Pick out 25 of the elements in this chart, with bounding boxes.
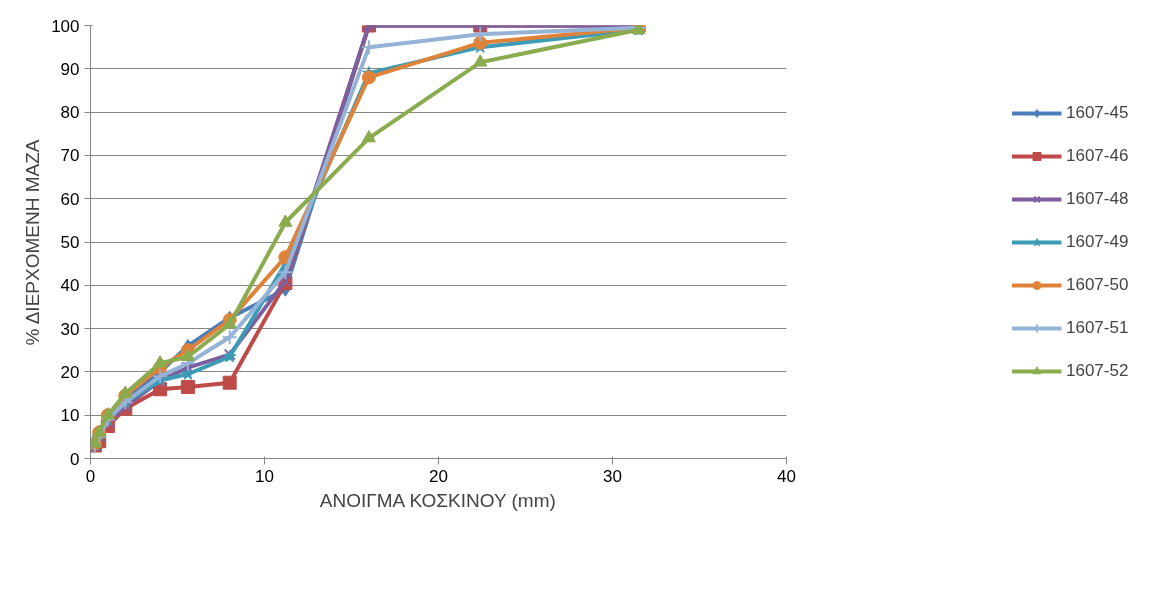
- y-tick-label: 40: [60, 276, 80, 296]
- y-tick-label: 60: [60, 189, 80, 209]
- legend-label: 1607-46: [1066, 145, 1130, 166]
- y-tick-label: 100: [51, 16, 80, 36]
- legend-label: 1607-50: [1066, 274, 1130, 295]
- x-axis-title: ΑΝΟΙΓΜΑ ΚΟΣΚΙΝΟΥ (mm): [319, 489, 556, 511]
- x-tick-label: 0: [85, 466, 96, 486]
- y-tick-label: 10: [60, 406, 80, 426]
- legend-label: 1607-51: [1066, 317, 1130, 338]
- legend-label: 1607-48: [1066, 188, 1130, 209]
- x-tick-label: 40: [777, 466, 796, 486]
- x-tick-label: 30: [603, 466, 622, 486]
- x-tick-label: 10: [255, 466, 274, 486]
- y-axis-title: % ΔΙΕΡΧΟΜΕΝΗ ΜΑΖΑ: [22, 139, 44, 346]
- y-tick-label: 80: [60, 103, 80, 123]
- y-tick-label: 0: [70, 449, 80, 469]
- legend-label: 1607-52: [1066, 360, 1130, 381]
- x-tick-label: 20: [429, 466, 448, 486]
- y-tick-label: 70: [60, 146, 80, 166]
- legend-label: 1607-49: [1066, 231, 1130, 252]
- legend-label: 1607-45: [1066, 102, 1130, 123]
- y-tick-label: 90: [60, 59, 80, 79]
- y-tick-label: 30: [60, 319, 80, 339]
- y-tick-label: 20: [60, 362, 80, 382]
- y-tick-label: 50: [60, 233, 80, 252]
